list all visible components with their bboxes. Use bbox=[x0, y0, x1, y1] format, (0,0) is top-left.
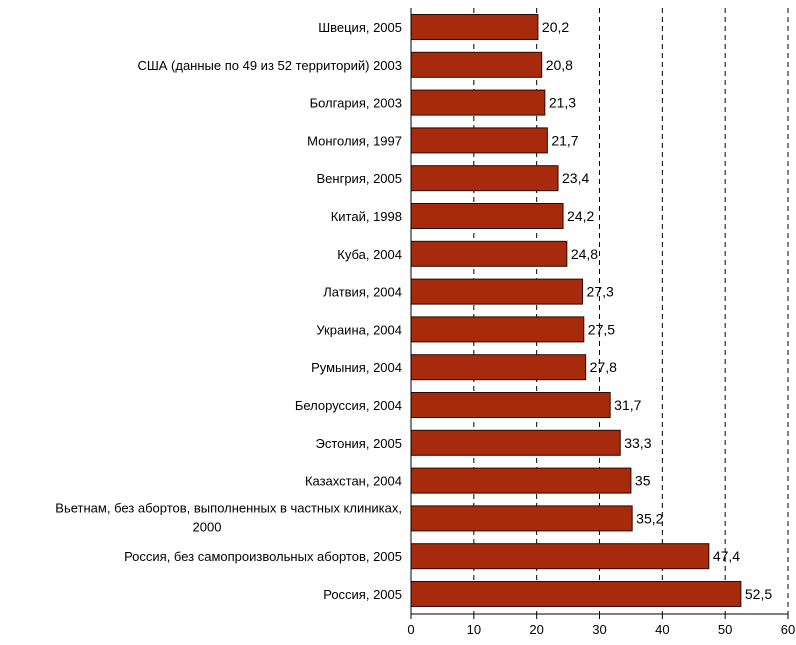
value-label: 21,3 bbox=[549, 95, 576, 111]
category-label: Россия, 2005 bbox=[323, 587, 402, 602]
bar bbox=[410, 543, 710, 570]
category-label: Белоруссия, 2004 bbox=[295, 398, 402, 413]
bar bbox=[410, 14, 539, 40]
x-tick-label: 30 bbox=[592, 622, 606, 637]
bar bbox=[410, 51, 543, 78]
bars bbox=[410, 14, 742, 607]
x-tick-label: 0 bbox=[407, 622, 414, 637]
category-label: Эстония, 2005 bbox=[315, 436, 402, 451]
value-label: 31,7 bbox=[614, 397, 641, 413]
value-label: 21,7 bbox=[551, 132, 578, 148]
x-tick-label: 50 bbox=[718, 622, 732, 637]
x-tick-label: 40 bbox=[655, 622, 669, 637]
bar bbox=[410, 165, 559, 192]
category-label: Венгрия, 2005 bbox=[317, 171, 403, 186]
category-labels: Швеция, 2005 США (данные по 49 из 52 терр… bbox=[55, 20, 402, 602]
value-label: 47,4 bbox=[713, 548, 740, 564]
category-label-line2: 2000 bbox=[193, 519, 222, 534]
category-label: Украина, 2004 bbox=[316, 322, 402, 337]
category-label: Болгария, 2003 bbox=[310, 96, 402, 111]
bar bbox=[410, 316, 585, 343]
category-label: Казахстан, 2004 bbox=[305, 474, 402, 489]
value-label: 23,4 bbox=[562, 170, 589, 186]
bar bbox=[410, 203, 564, 229]
value-label: 52,5 bbox=[745, 586, 772, 602]
bar bbox=[410, 467, 632, 494]
value-label: 27,3 bbox=[587, 284, 614, 300]
category-label: Куба, 2004 bbox=[337, 247, 402, 262]
category-label: Россия, без самопроизвольных абортов, 20… bbox=[124, 549, 402, 564]
value-label: 24,2 bbox=[567, 208, 594, 224]
value-label: 27,8 bbox=[590, 359, 617, 375]
bar bbox=[410, 127, 548, 154]
category-label: Латвия, 2004 bbox=[323, 285, 402, 300]
value-label: 27,5 bbox=[588, 321, 615, 337]
value-labels: 20,2 20,8 21,3 21,7 23,4 24,2 24,8 27,3 27,5 27,8… bbox=[542, 19, 772, 602]
bar bbox=[410, 581, 742, 607]
x-axis-ticks: 0 10 20 30 40 50 60 bbox=[407, 614, 795, 637]
bar bbox=[410, 392, 611, 418]
bar bbox=[410, 89, 546, 116]
value-label: 20,8 bbox=[546, 57, 573, 73]
bar bbox=[410, 240, 568, 267]
value-label: 24,8 bbox=[571, 246, 598, 262]
x-tick-label: 60 bbox=[781, 622, 795, 637]
category-label: Монголия, 1997 bbox=[307, 133, 402, 148]
x-tick-label: 10 bbox=[467, 622, 481, 637]
x-tick-label: 20 bbox=[529, 622, 543, 637]
value-label: 35,2 bbox=[636, 510, 663, 526]
category-label: Румыния, 2004 bbox=[311, 360, 402, 375]
category-label: Вьетнам, без абортов, выполненных в част… bbox=[55, 500, 402, 515]
category-label: Китай, 1998 bbox=[331, 209, 402, 224]
category-label: США (данные по 49 из 52 территорий) 2003 bbox=[137, 58, 402, 73]
category-label: Швеция, 2005 bbox=[318, 20, 402, 35]
bar bbox=[410, 505, 633, 532]
bar bbox=[410, 354, 587, 381]
bar bbox=[410, 278, 584, 305]
bar bbox=[410, 429, 621, 456]
value-label: 20,2 bbox=[542, 19, 569, 35]
value-label: 35 bbox=[635, 473, 651, 489]
value-label: 33,3 bbox=[624, 435, 651, 451]
